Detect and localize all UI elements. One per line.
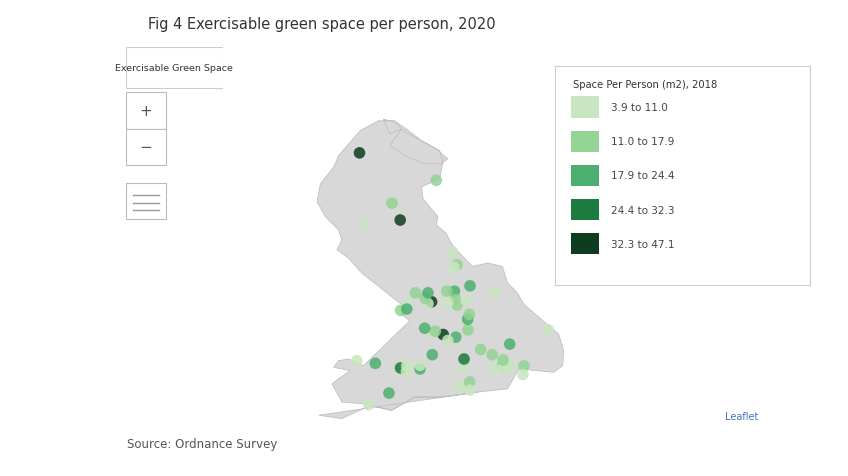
Text: Fig 4 Exercisable green space per person, 2020: Fig 4 Exercisable green space per person… (148, 17, 496, 31)
Point (503, 341, 516, 348)
Text: 3.9 to 11.0: 3.9 to 11.0 (611, 103, 668, 113)
Text: 17.9 to 24.4: 17.9 to 24.4 (611, 171, 675, 181)
Point (401, 301, 415, 308)
Point (418, 325, 432, 332)
Point (421, 300, 435, 308)
Point (441, 299, 455, 307)
Point (461, 327, 475, 334)
Point (498, 359, 511, 367)
Point (449, 296, 462, 304)
Point (385, 200, 399, 208)
Point (474, 346, 488, 354)
Point (460, 297, 473, 305)
Point (426, 351, 439, 359)
Point (393, 217, 407, 224)
Point (456, 365, 470, 373)
Bar (571, 165, 599, 187)
Point (485, 351, 499, 359)
Text: 11.0 to 17.9: 11.0 to 17.9 (611, 137, 675, 147)
Text: Leaflet: Leaflet (725, 411, 758, 421)
Point (441, 337, 455, 345)
Point (453, 383, 466, 391)
Point (516, 371, 530, 378)
Text: 24.4 to 32.3: 24.4 to 32.3 (611, 205, 675, 215)
Point (496, 365, 510, 373)
Bar (571, 97, 599, 119)
Point (359, 220, 372, 228)
Point (421, 289, 435, 297)
Point (446, 249, 460, 257)
Text: +: + (140, 104, 153, 119)
Point (382, 389, 396, 397)
Point (400, 362, 414, 370)
Text: Exercisable Green Space: Exercisable Green Space (115, 64, 233, 73)
Point (350, 357, 364, 365)
Bar (571, 233, 599, 255)
Point (450, 302, 464, 309)
Point (448, 288, 461, 296)
Point (413, 362, 427, 369)
Point (542, 327, 555, 334)
Text: Source: Ordnance Survey: Source: Ordnance Survey (127, 437, 277, 450)
Text: 32.3 to 47.1: 32.3 to 47.1 (611, 239, 675, 249)
Point (449, 334, 462, 341)
Text: Space Per Person (m2), 2018: Space Per Person (m2), 2018 (573, 80, 717, 90)
Point (369, 360, 382, 367)
Point (450, 261, 464, 269)
Point (457, 356, 471, 363)
Point (409, 289, 422, 297)
Point (427, 329, 440, 337)
Point (437, 331, 450, 338)
Point (488, 290, 501, 298)
Point (400, 306, 414, 313)
Point (362, 401, 376, 408)
Point (463, 378, 477, 386)
FancyBboxPatch shape (126, 129, 166, 166)
Point (440, 288, 454, 296)
Point (462, 311, 476, 318)
Point (413, 366, 427, 373)
Point (418, 295, 432, 302)
Point (393, 364, 407, 372)
FancyBboxPatch shape (126, 93, 166, 129)
Point (463, 282, 477, 290)
FancyBboxPatch shape (126, 48, 223, 89)
Point (463, 387, 477, 394)
Text: −: − (140, 140, 153, 155)
Point (393, 307, 407, 315)
Point (429, 177, 443, 185)
Point (447, 264, 460, 272)
Point (517, 362, 531, 370)
Point (488, 366, 501, 373)
Point (353, 150, 366, 158)
Polygon shape (317, 120, 564, 419)
Bar (571, 131, 599, 153)
Point (496, 357, 510, 364)
Point (494, 363, 508, 371)
Point (428, 327, 442, 335)
FancyBboxPatch shape (126, 183, 166, 219)
Bar (571, 199, 599, 221)
Point (461, 316, 475, 323)
Point (425, 298, 438, 306)
Point (502, 362, 516, 370)
Point (399, 367, 413, 375)
